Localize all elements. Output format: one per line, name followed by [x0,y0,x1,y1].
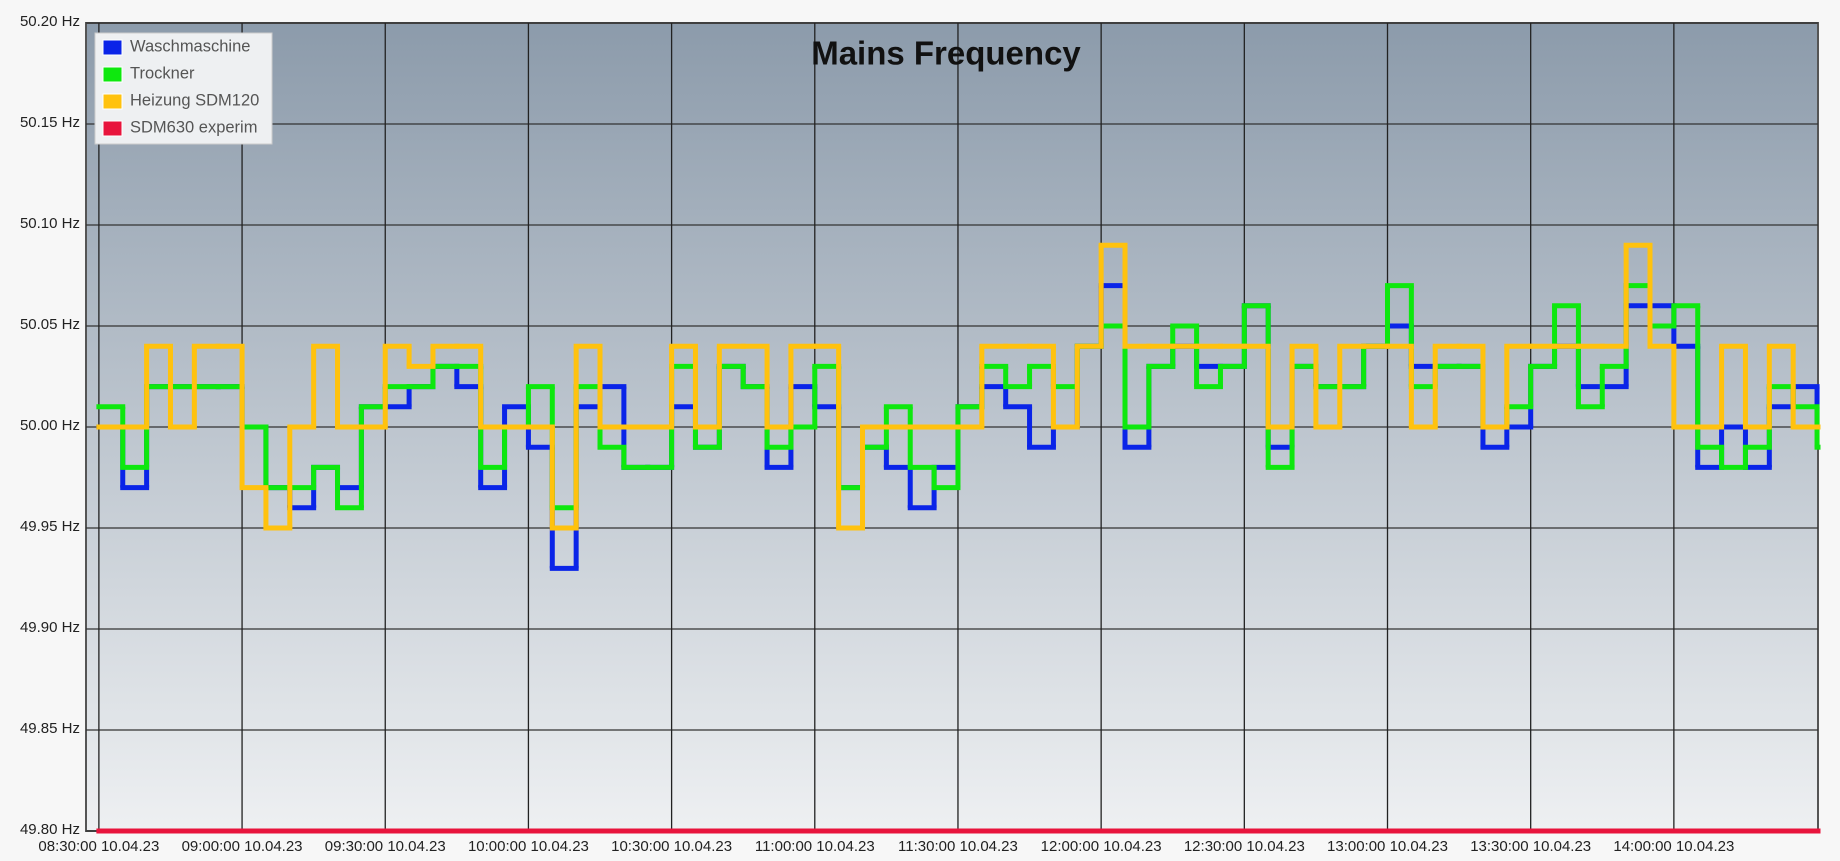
x-tick-label: 08:30:00 10.04.23 [38,838,159,855]
lines [96,242,1821,834]
y-tick-label: 50.20 Hz [20,13,80,30]
y-tick-label: 50.10 Hz [20,215,80,232]
y-tick-label: 49.80 Hz [20,821,80,838]
x-tick-label: 12:00:00 10.04.23 [1041,838,1162,855]
legend-label: SDM630 experim [130,118,257,136]
x-tick-label: 09:30:00 10.04.23 [325,838,446,855]
legend: Waschmaschine Trockner Heizung SDM120 SDM63… [94,32,273,145]
x-tick-label: 14:00:00 10.04.23 [1613,838,1734,855]
legend-label: Waschmaschine [130,37,250,55]
legend-swatch [102,93,123,110]
legend-swatch [102,66,123,83]
chart-title: Mains Frequency [811,35,1081,72]
x-tick-label: 10:30:00 10.04.23 [611,838,732,855]
x-tick-label: 10:00:00 10.04.23 [468,838,589,855]
x-tick-label: 13:00:00 10.04.23 [1327,838,1448,855]
y-tick-label: 50.05 Hz [20,316,80,333]
legend-swatch [102,39,123,56]
legend-label: Trockner [130,64,195,82]
y-tick-label: 50.15 Hz [20,114,80,131]
x-tick-label: 12:30:00 10.04.23 [1184,838,1305,855]
x-tick-label: 11:30:00 10.04.23 [898,838,1018,855]
x-tick-label: 11:00:00 10.04.23 [755,838,875,855]
axes: 49.80 Hz 49.85 Hz 49.90 Hz 49.95 Hz 50.00 Hz… [20,13,1734,855]
x-tick-label: 13:30:00 10.04.23 [1470,838,1591,855]
y-tick-label: 49.95 Hz [20,518,80,535]
y-tick-label: 49.90 Hz [20,619,80,636]
x-tick-label: 09:00:00 10.04.23 [182,838,303,855]
y-tick-label: 50.00 Hz [20,417,80,434]
legend-label: Heizung SDM120 [130,91,259,109]
legend-swatch [102,120,123,137]
series [96,242,1821,531]
legend-box [94,32,273,145]
y-tick-label: 49.85 Hz [20,720,80,737]
